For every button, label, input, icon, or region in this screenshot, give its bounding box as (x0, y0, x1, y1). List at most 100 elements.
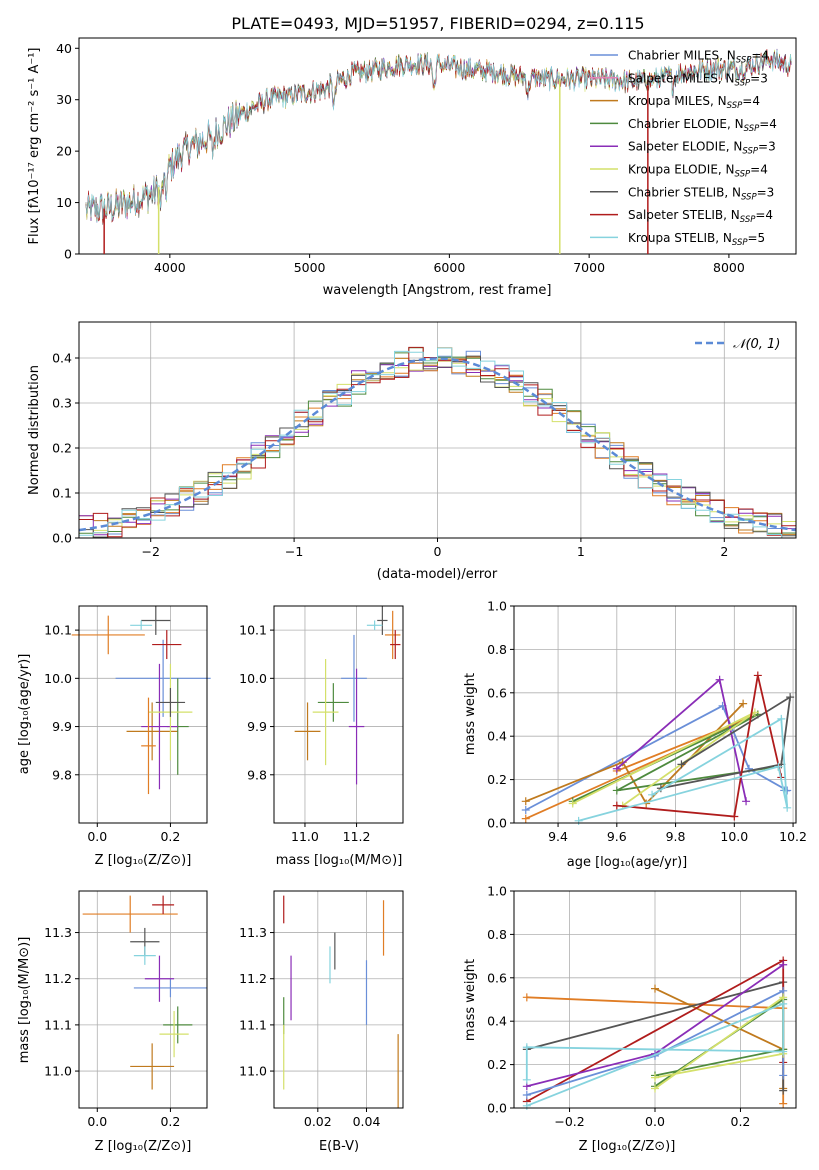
axes-frame (78, 605, 208, 824)
series-marker (651, 984, 659, 993)
series-marker (779, 1071, 788, 1080)
series-marker (522, 1090, 531, 1099)
series-marker (779, 999, 788, 1008)
x-tick-label: 10.0 (720, 829, 748, 844)
axes-frame (513, 605, 797, 824)
series-marker (742, 797, 751, 806)
y-tick-label: 0.6 (487, 685, 507, 700)
y-tick-label: 0.0 (52, 531, 72, 546)
x-tick-label: 10.2 (779, 829, 807, 844)
y-tick-label: 1.0 (487, 599, 507, 614)
y-tick-label: 30 (56, 92, 72, 107)
series-marker (783, 803, 792, 812)
histogram-ticks: −2 −1 0 1 2 0.0 0.1 0.2 0.3 0.4 (52, 351, 728, 560)
x-tick-label: 7000 (573, 260, 605, 275)
y-tick-label: 10.1 (44, 623, 72, 638)
series-marker (774, 762, 783, 771)
mass-vs-metallicity-xlabel: Z [log₁₀(Z/Z⊙)] (95, 1139, 192, 1154)
y-tick-label: 40 (56, 41, 72, 56)
axes-frame (78, 890, 208, 1109)
legend-label: Salpeter ELODIE, NSSP=3 (628, 140, 776, 157)
spectrum-plot-area (85, 48, 792, 254)
x-tick-label: 9.8 (666, 829, 686, 844)
spectrum-ticks: 4000 5000 6000 7000 8000 0 10 20 30 40 (56, 41, 745, 275)
x-tick-label: 0.02 (304, 1114, 332, 1129)
y-tick-label: 1.0 (487, 884, 507, 899)
histogram-step-kroupa-stelib (79, 347, 796, 539)
series-marker (521, 797, 530, 806)
x-tick-label: 5000 (294, 260, 326, 275)
histogram-ylabel: Normed distribution (27, 365, 42, 495)
series-marker (779, 1099, 788, 1108)
y-tick-label: 0.4 (487, 1014, 507, 1029)
series-marker (648, 790, 657, 799)
x-tick-label: 11.0 (291, 829, 319, 844)
grid (274, 891, 403, 1108)
x-tick-label: 4000 (154, 260, 186, 275)
grid (79, 891, 207, 1108)
y-tick-label: 11.0 (44, 1064, 72, 1079)
spectrum-line-kroupa-stelib (85, 49, 792, 221)
y-tick-label: 10.0 (239, 671, 267, 686)
x-tick-label: −2 (141, 544, 159, 559)
mass-weight-vs-metallicity-panel: −0.2 0.0 0.2 0.0 0.2 0.4 0.6 0.8 1.0 (487, 884, 797, 1129)
y-tick-label: 20 (56, 144, 72, 159)
histogram-plot-area (78, 346, 797, 539)
y-tick-label: 0.3 (52, 396, 72, 411)
y-tick-label: 11.0 (239, 1064, 267, 1079)
y-tick-label: 11.2 (239, 971, 267, 986)
x-tick-label: 9.4 (548, 829, 568, 844)
normal-curve (78, 357, 797, 532)
legend-label: Chabrier ELODIE, NSSP=4 (628, 117, 777, 134)
histogram-legend: 𝒩(0, 1) (695, 337, 780, 352)
x-tick-label: 6000 (433, 260, 465, 275)
y-tick-label: 0.2 (487, 772, 507, 787)
series-marker (651, 1073, 659, 1082)
x-tick-label: 0.0 (645, 1114, 665, 1129)
y-tick-label: 9.8 (247, 767, 267, 782)
series-marker (651, 1084, 659, 1093)
mass-weight-vs-metallicity-xlabel: Z [log₁₀(Z/Z⊙)] (579, 1139, 676, 1154)
series-line-salpeter-elodie (616, 678, 747, 802)
x-tick-label: −1 (285, 544, 303, 559)
axes-frame (513, 890, 797, 1109)
series-line-kroupa-miles (525, 702, 744, 805)
grid (514, 605, 796, 824)
y-tick-label: 11.2 (44, 971, 72, 986)
series-marker (753, 671, 762, 680)
series-line-chabrier-stelib (660, 695, 792, 790)
age-vs-metallicity-xlabel: Z [log₁₀(Z/Z⊙)] (95, 853, 192, 868)
legend-label: Chabrier STELIB, NSSP=3 (628, 185, 774, 202)
x-tick-label: 11.2 (343, 829, 371, 844)
grid (274, 606, 403, 823)
series-marker (522, 1075, 531, 1084)
age-vs-metallicity-panel: 0.0 0.2 9.8 9.9 10.0 10.1 (44, 605, 211, 844)
mass-weight-vs-age-ylabel: mass weight (463, 673, 478, 755)
age-vs-mass-panel: 11.0 11.2 9.8 9.9 10.0 10.1 (239, 605, 404, 844)
spectrum-panel: 4000 5000 6000 7000 8000 0 10 20 30 40 Chabrier M… (27, 37, 797, 298)
series-marker (730, 812, 739, 821)
y-tick-label: 11.3 (44, 925, 72, 940)
histogram-step-chabrier-stelib (79, 355, 796, 538)
y-tick-label: 9.8 (52, 767, 72, 782)
x-tick-label: 0 (434, 544, 442, 559)
series-marker (522, 1101, 531, 1110)
y-tick-label: 0 (64, 247, 72, 262)
x-tick-label: 2 (720, 544, 728, 559)
legend-label: Salpeter MILES, NSSP=3 (628, 71, 768, 88)
x-tick-label: 0.2 (160, 1114, 180, 1129)
y-tick-label: 0.0 (487, 1101, 507, 1116)
y-tick-label: 11.3 (239, 925, 267, 940)
age-vs-metallicity-ylabel: age [log₁₀(age/yr)] (17, 654, 32, 775)
y-tick-label: 9.9 (247, 719, 267, 734)
y-tick-label: 10.0 (44, 671, 72, 686)
mass-vs-ebv-panel: 0.02 0.04 11.0 11.1 11.2 11.3 (239, 890, 404, 1129)
mass-vs-ebv-xlabel: E(B-V) (319, 1139, 359, 1154)
legend-label: Salpeter STELIB, NSSP=4 (628, 208, 773, 225)
y-tick-label: 0.2 (52, 441, 72, 456)
spectrum-xlabel: wavelength [Angstrom, rest frame] (323, 283, 552, 298)
grid (79, 606, 207, 823)
age-vs-mass-xlabel: mass [log₁₀(M/M⊙)] (276, 853, 403, 868)
spectrum-ylabel: Flux [fλ10⁻¹⁷ erg cm⁻² s⁻¹ A⁻¹] (27, 48, 42, 245)
